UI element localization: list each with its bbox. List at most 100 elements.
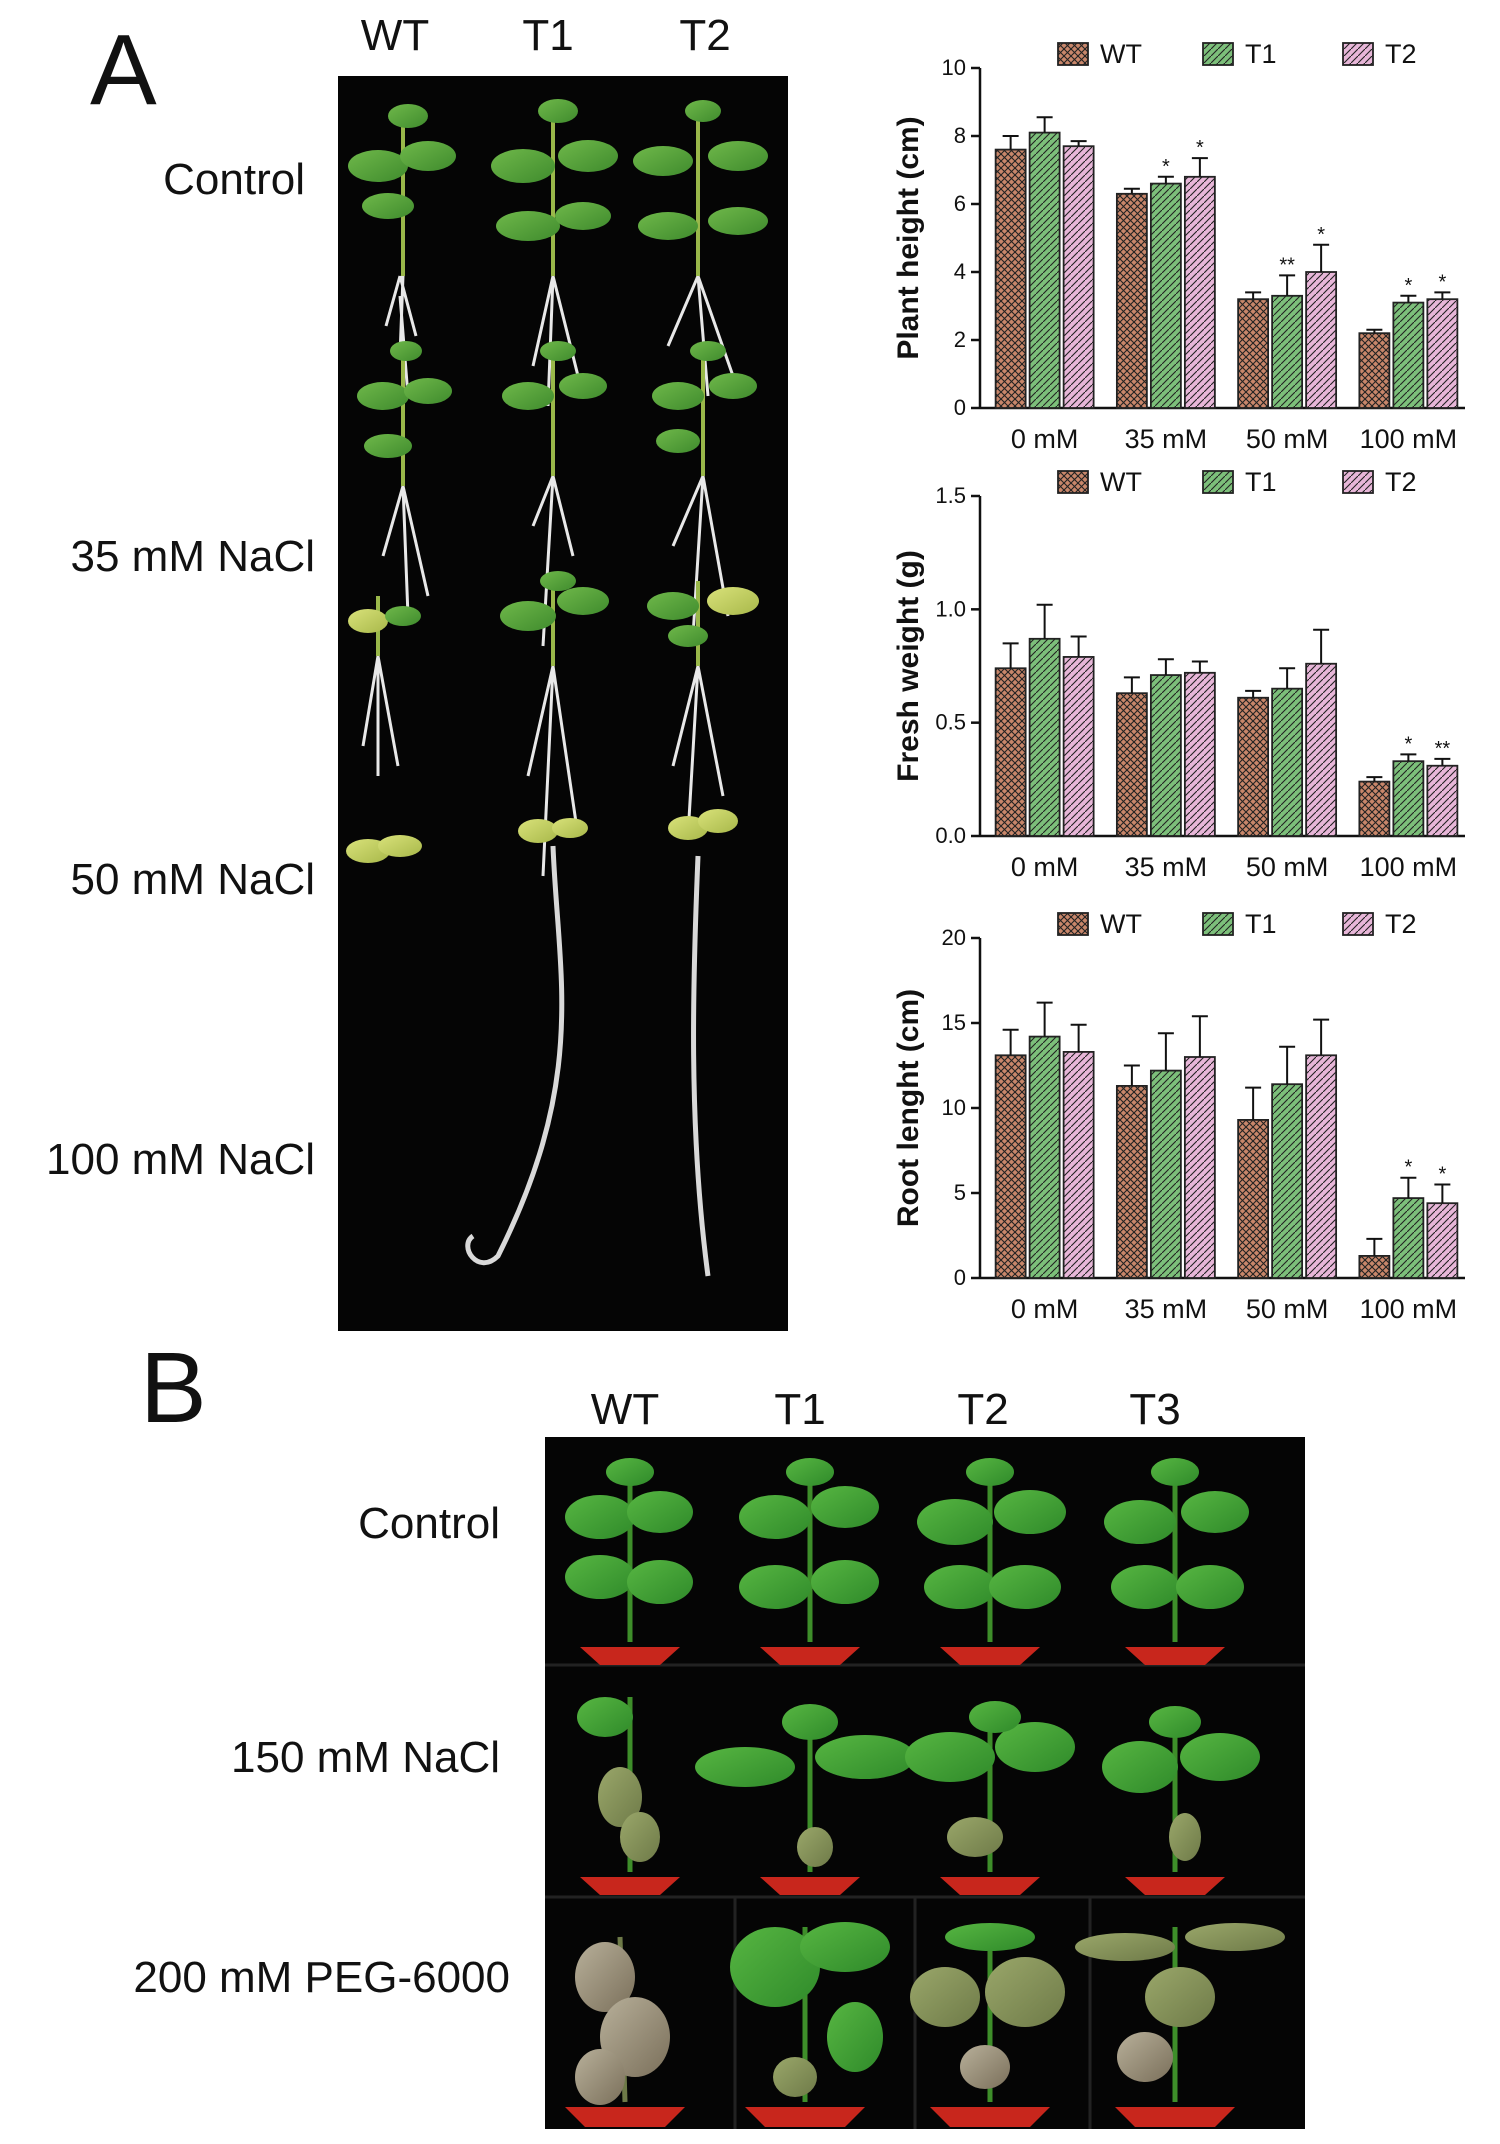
seedling-control-wt <box>348 104 456 397</box>
panel-b-col-t1: T1 <box>774 1385 826 1434</box>
legend-label: WT <box>1100 467 1142 497</box>
bar-wt <box>994 148 1027 409</box>
bar-wt <box>1358 780 1391 837</box>
panel-b-col-t3: T3 <box>1129 1385 1181 1434</box>
bar-t1 <box>1149 674 1182 837</box>
bar-t1 <box>1392 760 1425 837</box>
bar-t2 <box>1183 671 1216 837</box>
seedling-35-t1 <box>502 341 607 647</box>
seedling-100-t2 <box>668 809 738 1277</box>
bar-wt <box>1237 696 1270 837</box>
panel-a-col-wt: WT <box>360 11 430 60</box>
bar-wt <box>1237 1119 1270 1279</box>
seedling-35-t2 <box>652 341 757 637</box>
x-tick-label: 100 mM <box>1360 1294 1458 1324</box>
panel-a-col-t2: T2 <box>679 11 731 60</box>
plant-150-wt <box>577 1697 680 1895</box>
x-tick-label: 50 mM <box>1246 852 1329 882</box>
plant-150-t3 <box>1102 1706 1260 1895</box>
panel-b-col-t2: T2 <box>957 1385 1009 1434</box>
seedling-control-t1 <box>491 99 618 407</box>
bar-t2 <box>1305 662 1338 837</box>
panel-b-plant-photo <box>545 1437 1305 2129</box>
panel-b-row-peg: 200 mM PEG-6000 <box>133 1953 510 2002</box>
panel-a-seedling-photo <box>338 76 788 1331</box>
x-tick-label: 0 mM <box>1011 424 1079 454</box>
x-tick-label: 35 mM <box>1125 852 1208 882</box>
y-tick-label: 0.5 <box>935 710 966 735</box>
bar-wt <box>1237 298 1270 409</box>
plant-peg-t1 <box>730 1922 890 2127</box>
seedling-50-wt <box>348 596 421 776</box>
significance-mark: * <box>1162 156 1170 178</box>
x-tick-label: 100 mM <box>1360 424 1458 454</box>
bar-t1 <box>1149 1069 1182 1279</box>
bar-t1 <box>1028 637 1061 837</box>
bar-wt <box>994 1054 1027 1279</box>
panel-a-col-t1: T1 <box>522 11 574 60</box>
bar-t2 <box>1062 145 1095 409</box>
legend-label: T1 <box>1245 39 1277 69</box>
legend-label: T1 <box>1245 467 1277 497</box>
x-tick-label: 50 mM <box>1246 1294 1329 1324</box>
bar-t1 <box>1392 1197 1425 1279</box>
bar-t1 <box>1028 131 1061 409</box>
bar-t2 <box>1183 1056 1216 1279</box>
x-tick-label: 100 mM <box>1360 852 1458 882</box>
plant-150-t1 <box>695 1704 915 1895</box>
legend-swatch-wt <box>1057 470 1089 494</box>
chart-2: 0.0 0.5 1.0 1.5 Fresh weight (g) 0 mM 35 mM 50 … <box>892 467 1465 882</box>
legend-swatch-t1 <box>1202 42 1234 66</box>
y-tick-label: 15 <box>942 1010 966 1035</box>
y-tick-label: 0.0 <box>935 823 966 848</box>
legend-label: T2 <box>1385 467 1417 497</box>
y-tick-label: 10 <box>942 55 966 80</box>
seedling-illustration <box>346 99 768 1277</box>
y-tick-label: 10 <box>942 1095 966 1120</box>
bar-t2 <box>1183 175 1216 409</box>
bar-wt <box>994 667 1027 837</box>
panel-a-row-100: 100 mM NaCl <box>46 1135 315 1184</box>
y-tick-label: 6 <box>954 191 966 216</box>
legend-label: T2 <box>1385 39 1417 69</box>
y-axis-label: Plant height (cm) <box>892 116 925 359</box>
bar-t2 <box>1426 1202 1459 1279</box>
significance-mark: * <box>1404 275 1412 297</box>
legend-swatch-t1 <box>1202 470 1234 494</box>
legend-label: T1 <box>1245 909 1277 939</box>
bar-t1 <box>1271 294 1304 409</box>
y-tick-label: 8 <box>954 123 966 148</box>
panel-b-col-wt: WT <box>590 1385 660 1434</box>
bar-t1 <box>1271 1083 1304 1279</box>
legend-swatch-t2 <box>1342 912 1374 936</box>
panel-a-row-35: 35 mM NaCl <box>70 532 316 581</box>
bar-t2 <box>1062 656 1095 837</box>
y-tick-label: 1.5 <box>935 483 966 508</box>
panel-a-row-control: Control <box>163 155 305 204</box>
bar-t1 <box>1392 301 1425 409</box>
significance-mark: * <box>1317 224 1325 246</box>
bar-t2 <box>1062 1051 1095 1279</box>
bar-wt <box>1115 692 1148 837</box>
y-tick-label: 4 <box>954 259 966 284</box>
significance-mark: * <box>1196 137 1204 159</box>
plant-150-t2 <box>905 1701 1075 1895</box>
seedling-35-wt <box>357 341 452 617</box>
y-tick-label: 5 <box>954 1180 966 1205</box>
plant-control-t2 <box>917 1458 1066 1665</box>
significance-mark: * <box>1404 733 1412 755</box>
seedling-100-wt <box>346 835 422 863</box>
y-tick-label: 0 <box>954 395 966 420</box>
panel-a-letter: A <box>90 14 157 126</box>
x-tick-label: 0 mM <box>1011 1294 1079 1324</box>
bar-t1 <box>1271 687 1304 837</box>
significance-mark: ** <box>1279 254 1295 276</box>
significance-mark: * <box>1438 271 1446 293</box>
bar-wt <box>1358 1255 1391 1279</box>
bar-t2 <box>1305 271 1338 409</box>
legend-swatch-t2 <box>1342 470 1374 494</box>
x-tick-label: 35 mM <box>1125 424 1208 454</box>
panel-b-letter: B <box>140 1332 207 1444</box>
seedling-control-t2 <box>633 100 768 397</box>
